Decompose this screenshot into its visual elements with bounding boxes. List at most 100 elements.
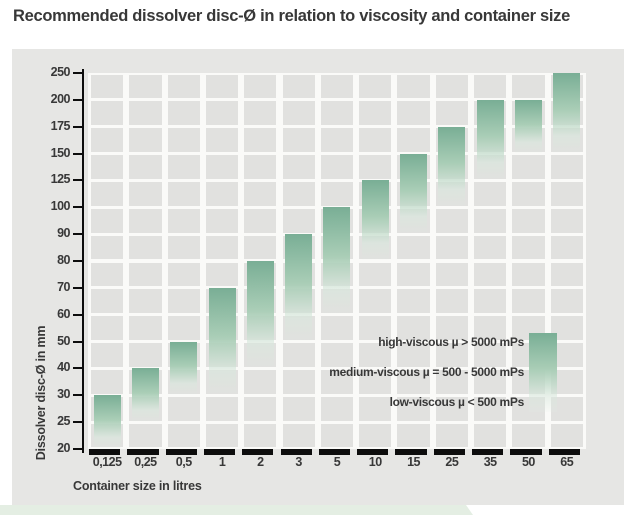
y-tick-mark	[73, 340, 82, 343]
grid-cell	[282, 101, 315, 126]
grid-cell	[550, 262, 583, 287]
grid-cell	[512, 235, 545, 260]
x-tick-label: 0,5	[175, 455, 192, 469]
grid-cell	[129, 343, 162, 367]
y-axis-label: Dissolver disc-Ø in mm	[34, 325, 48, 461]
y-tick-mark	[73, 367, 82, 370]
grid-cell	[282, 208, 315, 233]
grid-cell	[435, 74, 468, 99]
grid-cell	[474, 181, 507, 206]
grid-cell	[512, 289, 545, 314]
grid-cell	[167, 101, 200, 126]
grid-cell	[282, 369, 315, 394]
grid-cell	[167, 289, 200, 314]
grid-cell	[359, 316, 392, 341]
bar-container-50	[514, 99, 542, 154]
grid-cell	[397, 289, 430, 314]
grid-cell	[320, 396, 354, 421]
y-tick-mark	[73, 286, 82, 289]
grid-cell	[205, 101, 239, 126]
grid-cell	[397, 262, 430, 287]
grid-cell	[474, 316, 507, 341]
grid-cell	[320, 74, 354, 99]
y-tick-mark	[73, 233, 82, 236]
bar-container-3	[285, 234, 313, 342]
baseline-dash	[548, 449, 580, 455]
grid-cell	[205, 396, 239, 421]
grid-cell	[550, 235, 583, 260]
grid-cell	[167, 262, 200, 287]
y-tick-mark	[73, 206, 82, 209]
grid-cell	[359, 289, 392, 314]
bar-container-1	[208, 287, 236, 396]
grid-cell	[91, 262, 124, 287]
legend-gradient-swatch	[529, 333, 557, 412]
y-tick-label: 90	[57, 226, 70, 241]
grid-cell	[129, 289, 162, 314]
grid-cell	[550, 423, 583, 448]
y-tick-label: 150	[50, 145, 71, 160]
grid-cell	[244, 235, 277, 260]
grid-cell	[91, 74, 124, 99]
grid-cell	[244, 181, 277, 206]
x-tick-label: 1	[218, 455, 226, 469]
x-tick-label: 65	[560, 455, 574, 469]
grid-cell	[282, 343, 315, 367]
grid-cell	[435, 235, 468, 260]
baseline-dash	[318, 449, 351, 455]
baseline-dash	[280, 449, 312, 455]
y-tick-mark	[73, 179, 82, 182]
grid-cell	[474, 396, 507, 421]
y-tick-mark	[73, 72, 82, 74]
grid-cell	[167, 181, 200, 206]
grid-cell	[244, 423, 277, 448]
baseline-dash	[89, 449, 121, 455]
bar-container-25	[438, 126, 466, 208]
grid-cell	[397, 396, 430, 421]
grid-cell	[512, 262, 545, 287]
grid-cell	[550, 369, 583, 394]
x-tick-label: 0,25	[134, 455, 157, 469]
bar-container-65	[553, 73, 581, 154]
grid-cell	[435, 289, 468, 314]
baseline-dash	[395, 449, 427, 455]
grid-cell	[320, 369, 354, 394]
y-tick-label: 250	[50, 65, 71, 79]
y-tick-mark	[73, 125, 82, 128]
grid-cell	[474, 208, 507, 233]
grid-cell	[397, 128, 430, 153]
y-tick-label: 50	[57, 333, 70, 348]
grid-cell	[205, 128, 239, 153]
grid-cell	[550, 396, 583, 421]
grid-cell	[435, 369, 468, 394]
chart-panel: 250 200 175 150 125 100 90 80 70 60 50 40 30 25 20 0,1…	[12, 49, 624, 505]
grid-cell	[320, 155, 354, 179]
x-axis-label: Container size in litres	[73, 479, 202, 493]
grid-cell	[282, 128, 315, 153]
x-tick-label: 35	[483, 455, 497, 469]
x-tick-label: 2	[257, 455, 264, 469]
grid-cell	[91, 316, 124, 341]
grid-cell	[129, 208, 162, 233]
bar-container-5	[323, 207, 351, 315]
baseline-dash	[203, 449, 236, 455]
grid-cell	[474, 369, 507, 394]
bar-container-0,5	[170, 341, 198, 396]
grid-cell	[129, 262, 162, 287]
grid-cell	[167, 128, 200, 153]
grid-cell	[129, 74, 162, 99]
grid-cell	[244, 369, 277, 394]
grid-cell	[512, 155, 545, 179]
grid-cell	[435, 101, 468, 126]
grid-cell	[91, 289, 124, 314]
grid-cell	[550, 181, 583, 206]
y-tick-label: 100	[50, 199, 71, 214]
grid-cell	[359, 155, 392, 179]
grid-cell	[91, 235, 124, 260]
grid-cell	[91, 369, 124, 394]
baseline-dash	[242, 449, 274, 455]
grid-cell	[129, 235, 162, 260]
y-tick-mark	[73, 98, 82, 101]
grid-cell	[91, 128, 124, 153]
